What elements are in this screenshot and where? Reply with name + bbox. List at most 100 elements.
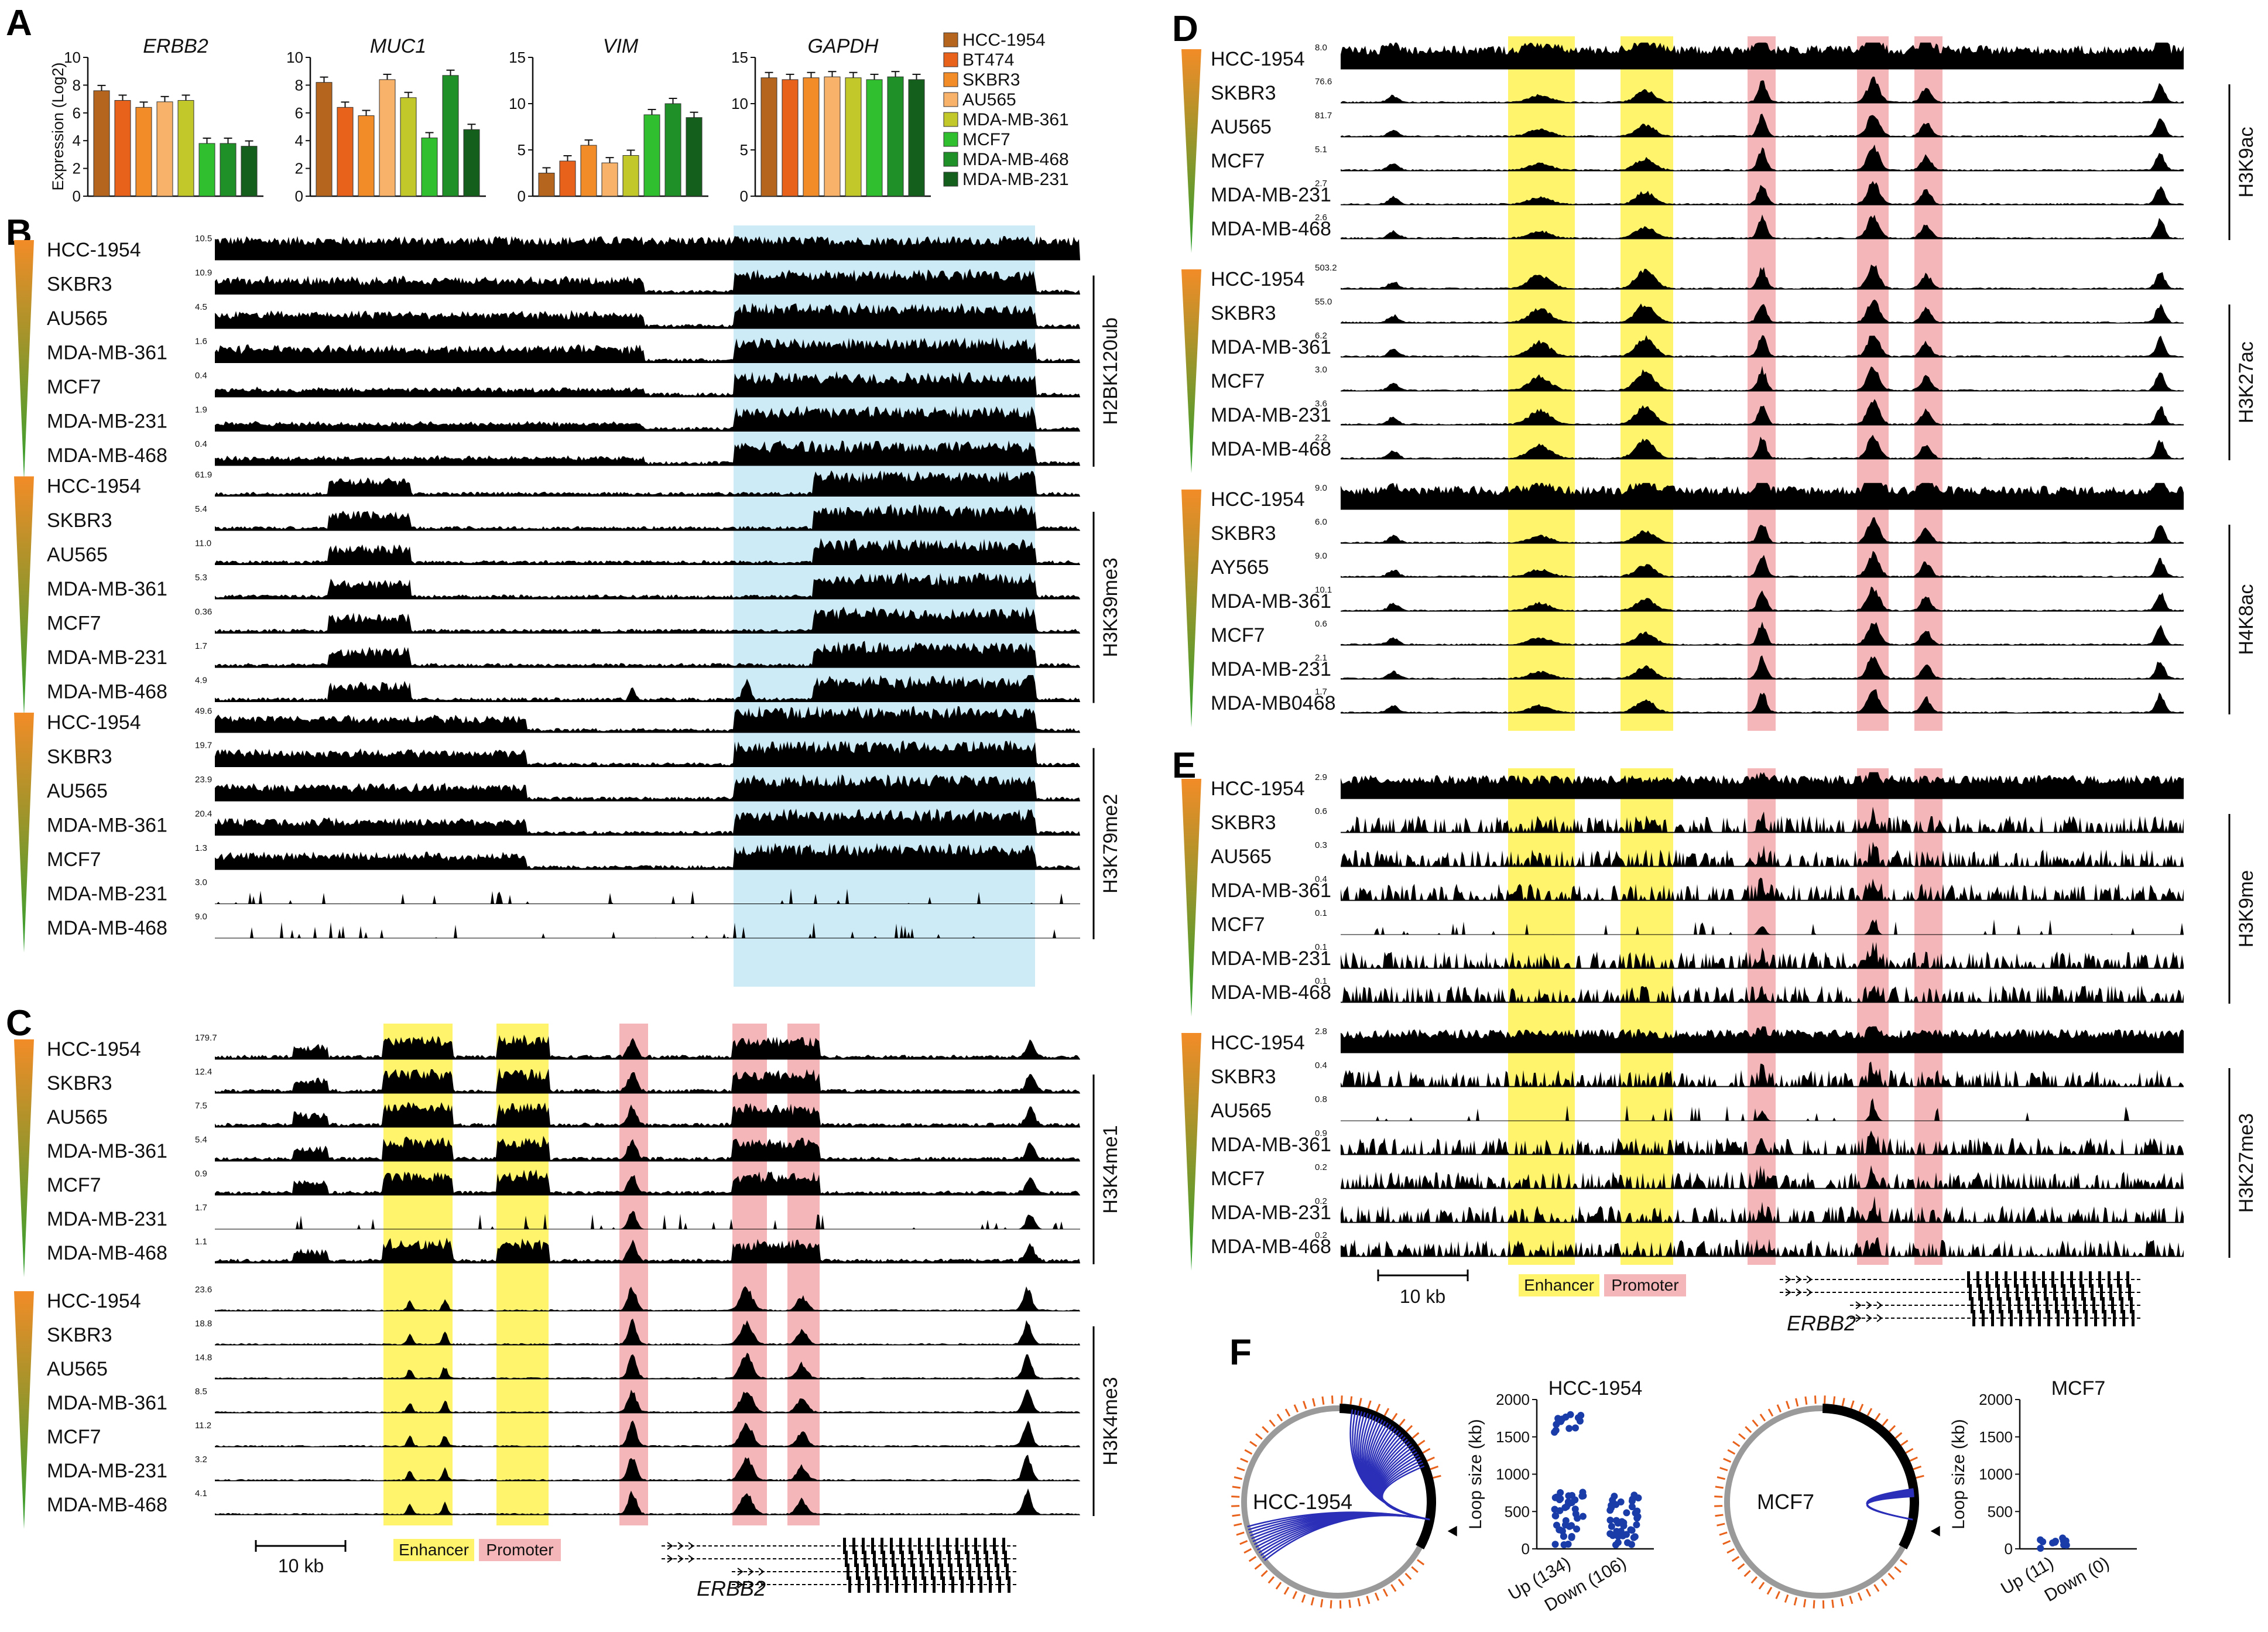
- chr17-arc: [1822, 1404, 1919, 1549]
- gene-tick: [1717, 1476, 1725, 1480]
- strand-arrow: [1855, 1314, 1862, 1322]
- exon: [918, 1538, 921, 1554]
- gene-tick: [1752, 1419, 1759, 1427]
- track-label-mcf7: MCF7: [47, 848, 101, 871]
- exon: [2019, 1310, 2022, 1326]
- bar-mda-mb-468: [887, 76, 904, 197]
- signal-track: [215, 302, 1080, 329]
- strand-arrow: [748, 1580, 754, 1589]
- exon: [931, 1563, 934, 1580]
- enhancer-label: Enhancer: [399, 1541, 469, 1559]
- track-label-skbr3: SKBR3: [1211, 302, 1276, 324]
- exon: [927, 1538, 930, 1554]
- exon: [940, 1563, 943, 1580]
- gene-tick: [1404, 1572, 1412, 1580]
- gene-tick: [1312, 1398, 1316, 1407]
- gene-tick: [1795, 1398, 1799, 1407]
- bar-hcc-1954: [538, 173, 555, 197]
- loop-dot-down: [1628, 1541, 1635, 1548]
- track-label-mda-mb0468: MDA-MB0468: [1211, 692, 1336, 714]
- exon: [1969, 1284, 1972, 1301]
- exon: [2070, 1271, 2073, 1288]
- gene-tick: [1900, 1439, 1909, 1446]
- exon: [848, 1576, 851, 1593]
- loop-dot-up: [1560, 1541, 1568, 1549]
- track-label-mda-mb-468: MDA-MB-468: [1211, 438, 1331, 460]
- track-label-hcc-1954: HCC-1954: [1211, 1032, 1305, 1054]
- bar-chart-gapdh: GAPDH 0 5 10 15: [731, 35, 931, 205]
- signal-track: [1341, 806, 2184, 833]
- exon: [854, 1551, 857, 1567]
- exon: [955, 1538, 958, 1554]
- y-tick-label: 8: [73, 76, 81, 94]
- loop-dot-down: [1623, 1509, 1630, 1517]
- y-tick-label: 500: [1505, 1503, 1530, 1520]
- gene-tick: [1430, 1465, 1439, 1470]
- track-label-mda-mb-231: MDA-MB-231: [47, 1208, 167, 1230]
- gene-tick: [1719, 1467, 1728, 1472]
- gene-tick: [1232, 1514, 1241, 1517]
- signal-track: [215, 405, 1080, 432]
- signal-track: [215, 808, 1080, 836]
- gene-tick: [1727, 1449, 1736, 1455]
- track-label-mda-mb-468: MDA-MB-468: [47, 444, 167, 467]
- signal-track: [215, 504, 1080, 531]
- panel-c-browser: HCC-1954 179.7 SKBR3 12.4 AU565 7.5 MDA-MB-361…: [14, 1024, 1122, 1600]
- exon: [881, 1538, 883, 1554]
- highlight-promoter-region: [1621, 768, 1673, 1265]
- legend-label: MDA-MB-231: [962, 170, 1069, 189]
- gene-tick: [1292, 1590, 1298, 1599]
- exon: [2108, 1271, 2111, 1288]
- gradient-ramp: [14, 476, 34, 716]
- track-scale: 55.0: [1315, 297, 1332, 307]
- exon: [965, 1538, 968, 1554]
- exon: [1008, 1576, 1010, 1593]
- gradient-ramp: [14, 1039, 34, 1277]
- loop-dot-up: [1568, 1534, 1575, 1541]
- track-label-skbr3: SKBR3: [47, 509, 112, 532]
- track-label-mda-mb-231: MDA-MB-231: [1211, 404, 1331, 426]
- y-tick-label: 0: [295, 187, 303, 205]
- signal-track: [215, 843, 1080, 870]
- track-scale: 10.9: [195, 268, 212, 278]
- exon: [1006, 1563, 1009, 1580]
- strand-arrow: [1866, 1314, 1872, 1322]
- exon: [2047, 1310, 2050, 1326]
- panel-a-legend: HCC-1954BT474SKBR3AU565MDA-MB-361MCF7MDA…: [943, 30, 1069, 189]
- exon: [886, 1576, 889, 1593]
- exon: [865, 1563, 868, 1580]
- loop-dot-up: [1565, 1492, 1572, 1500]
- legend-label: HCC-1954: [962, 30, 1046, 50]
- bar-mda-mb-231: [686, 117, 703, 197]
- exon: [909, 1538, 912, 1554]
- signal-track: [215, 1237, 1080, 1263]
- exon: [1997, 1284, 2000, 1301]
- track-label-mda-mb-468: MDA-MB-468: [1211, 981, 1331, 1004]
- exon: [903, 1563, 906, 1580]
- exon: [1978, 1284, 1981, 1301]
- bar-mcf7: [643, 114, 660, 197]
- track-label-mda-mb-231: MDA-MB-231: [47, 410, 167, 433]
- track-scale: 23.6: [195, 1285, 212, 1295]
- gene-tick: [1283, 1586, 1290, 1595]
- track-label-skbr3: SKBR3: [1211, 82, 1276, 104]
- track-label-hcc-1954: HCC-1954: [1211, 778, 1305, 800]
- gene-tick: [1737, 1563, 1745, 1570]
- loop-dot-down: [1620, 1519, 1628, 1527]
- highlight-enhancer: [1508, 768, 1575, 1265]
- gene-tick: [1243, 1548, 1252, 1554]
- exon: [1986, 1271, 1989, 1288]
- exon: [993, 1538, 996, 1554]
- exon: [951, 1576, 954, 1593]
- exon: [1982, 1310, 1985, 1326]
- track-scale: 10.5: [195, 234, 212, 244]
- track-label-mda-mb-361: MDA-MB-361: [47, 815, 167, 837]
- panel-b-browser: HCC-1954 10.5 SKBR3 10.9 AU565 4.5 MDA-MB-361 1…: [14, 225, 1122, 987]
- y-tick-label: 0: [2005, 1540, 2013, 1558]
- signal-track: [215, 1101, 1080, 1127]
- gene-tick: [1267, 1576, 1275, 1584]
- gene-tick: [1784, 1594, 1789, 1603]
- track-label-mcf7: MCF7: [1211, 150, 1265, 172]
- track-scale: 9.0: [195, 912, 207, 922]
